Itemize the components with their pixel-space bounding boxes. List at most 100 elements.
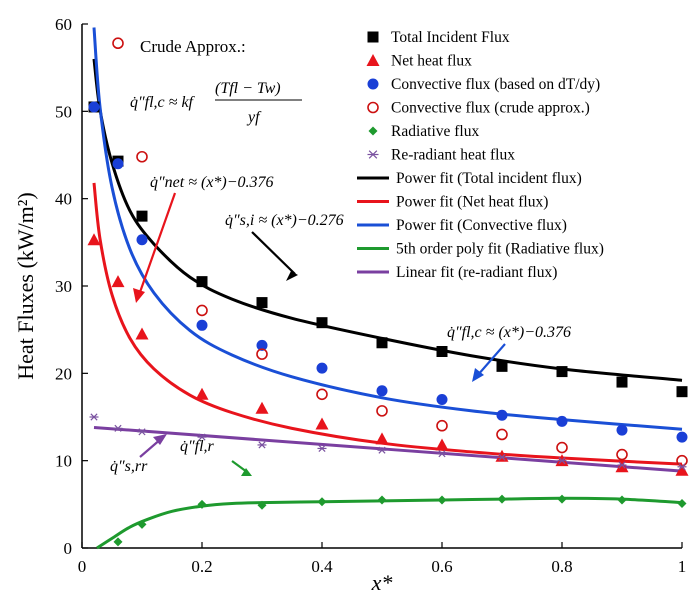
data-point [316,317,328,329]
data-point [196,304,208,317]
fit-line [92,58,683,382]
conv-fit-formula: q̇″fl,c ≈ (x*)−0.376 [447,324,571,341]
data-point [87,233,101,246]
data-point [495,449,509,462]
radiative-symbol: q̇″fl,r [180,438,215,455]
legend-label: Power fit (Convective flux) [396,217,567,234]
y-tick-label: 60 [55,15,72,34]
data-point [367,101,379,114]
data-point [315,417,329,430]
data-point [435,438,449,451]
legend-label: Convective flux (crude approx.) [391,100,590,117]
data-point [496,428,508,441]
data-point [197,499,207,509]
data-point [496,409,508,421]
data-point [557,494,567,504]
y-axis-title: Heat Fluxes (kW/m²) [13,192,38,379]
data-point [195,387,209,400]
data-point [616,376,628,388]
legend-label: Linear fit (re-radiant flux) [396,264,557,281]
data-point [256,348,268,360]
data-point [617,461,627,469]
legend-label: Net heat flux [391,53,472,70]
x-tick-label: 0.4 [311,557,333,576]
y-tick-label: 20 [55,364,72,383]
legend-label: Radiative flux [391,123,479,140]
data-point [316,388,328,401]
crude-formula-denominator: yf [246,109,262,126]
annotation-arrows [133,192,506,476]
data-point [366,54,380,66]
crude-approx-label: Crude Approx.: [140,37,246,56]
y-tick-label: 10 [55,452,72,471]
data-point [677,498,687,508]
data-point [436,419,448,432]
data-point [676,431,688,443]
surface-fit-arrowhead [286,271,298,281]
data-point [616,424,628,436]
data-point [255,401,269,414]
data-point [367,150,379,159]
data-point [436,394,448,406]
fit-line [96,496,683,550]
legend-label: Convective flux (based on dT/dy) [391,76,600,93]
data-point [497,494,507,504]
data-point [557,457,567,465]
reradiant-arrowhead [153,434,167,445]
data-point [676,386,688,398]
data-point [367,78,379,90]
data-point [136,150,148,163]
data-point [112,37,124,50]
data-point [136,210,148,222]
annotations: Crude Approx.: q̇″fl,c ≈ kf (Tfl − Tw) y… [110,37,571,476]
data-point [437,450,447,458]
data-point [676,454,688,467]
data-point [367,31,379,43]
data-point [375,432,389,445]
data-point [377,495,387,505]
data-point [677,463,687,471]
x-tick-label: 0 [78,557,87,576]
data-point [256,339,268,351]
data-point [437,495,447,505]
radiative-arrow [231,460,248,473]
data-point [256,297,268,309]
data-point [196,319,208,331]
net-fit-arrow [137,192,177,296]
y-tick-label: 50 [55,102,72,121]
data-point [376,337,388,349]
conv-fit-arrow [476,343,506,377]
legend-label: Re-radiant heat flux [391,147,515,164]
data-point [89,413,99,421]
data-point [317,497,327,507]
data-point [137,519,147,529]
legend: Total Incident Flux Net heat flux Convecti… [357,29,604,281]
reradiant-symbol: q̇″s,rr [110,458,148,475]
conv-fit-arrowhead [472,368,484,382]
data-point [616,448,628,461]
x-axis-title: x* [371,570,393,595]
data-point [88,101,100,113]
net-fit-arrowhead [133,288,145,303]
data-point [376,385,388,397]
data-point [136,234,148,246]
data-points [87,37,689,547]
data-point [196,276,208,288]
data-point [257,441,267,449]
radiative-arrowhead [241,468,252,476]
data-point [197,433,207,441]
legend-label: Power fit (Net heat flux) [396,194,548,211]
data-point [556,415,568,427]
net-fit-formula: q̇″net ≈ (x*)−0.376 [150,174,274,191]
data-point [556,441,568,454]
crude-formula-lhs: q̇″fl,c ≈ kf [130,94,196,111]
data-point [615,460,629,473]
data-point [317,444,327,453]
surface-fit-arrow [251,231,296,275]
crude-formula-numerator: (Tfl − Tw) [215,80,281,97]
surface-fit-formula: q̇″s,i ≈ (x*)−0.276 [225,212,344,229]
data-point [137,428,147,436]
data-point [113,537,123,547]
